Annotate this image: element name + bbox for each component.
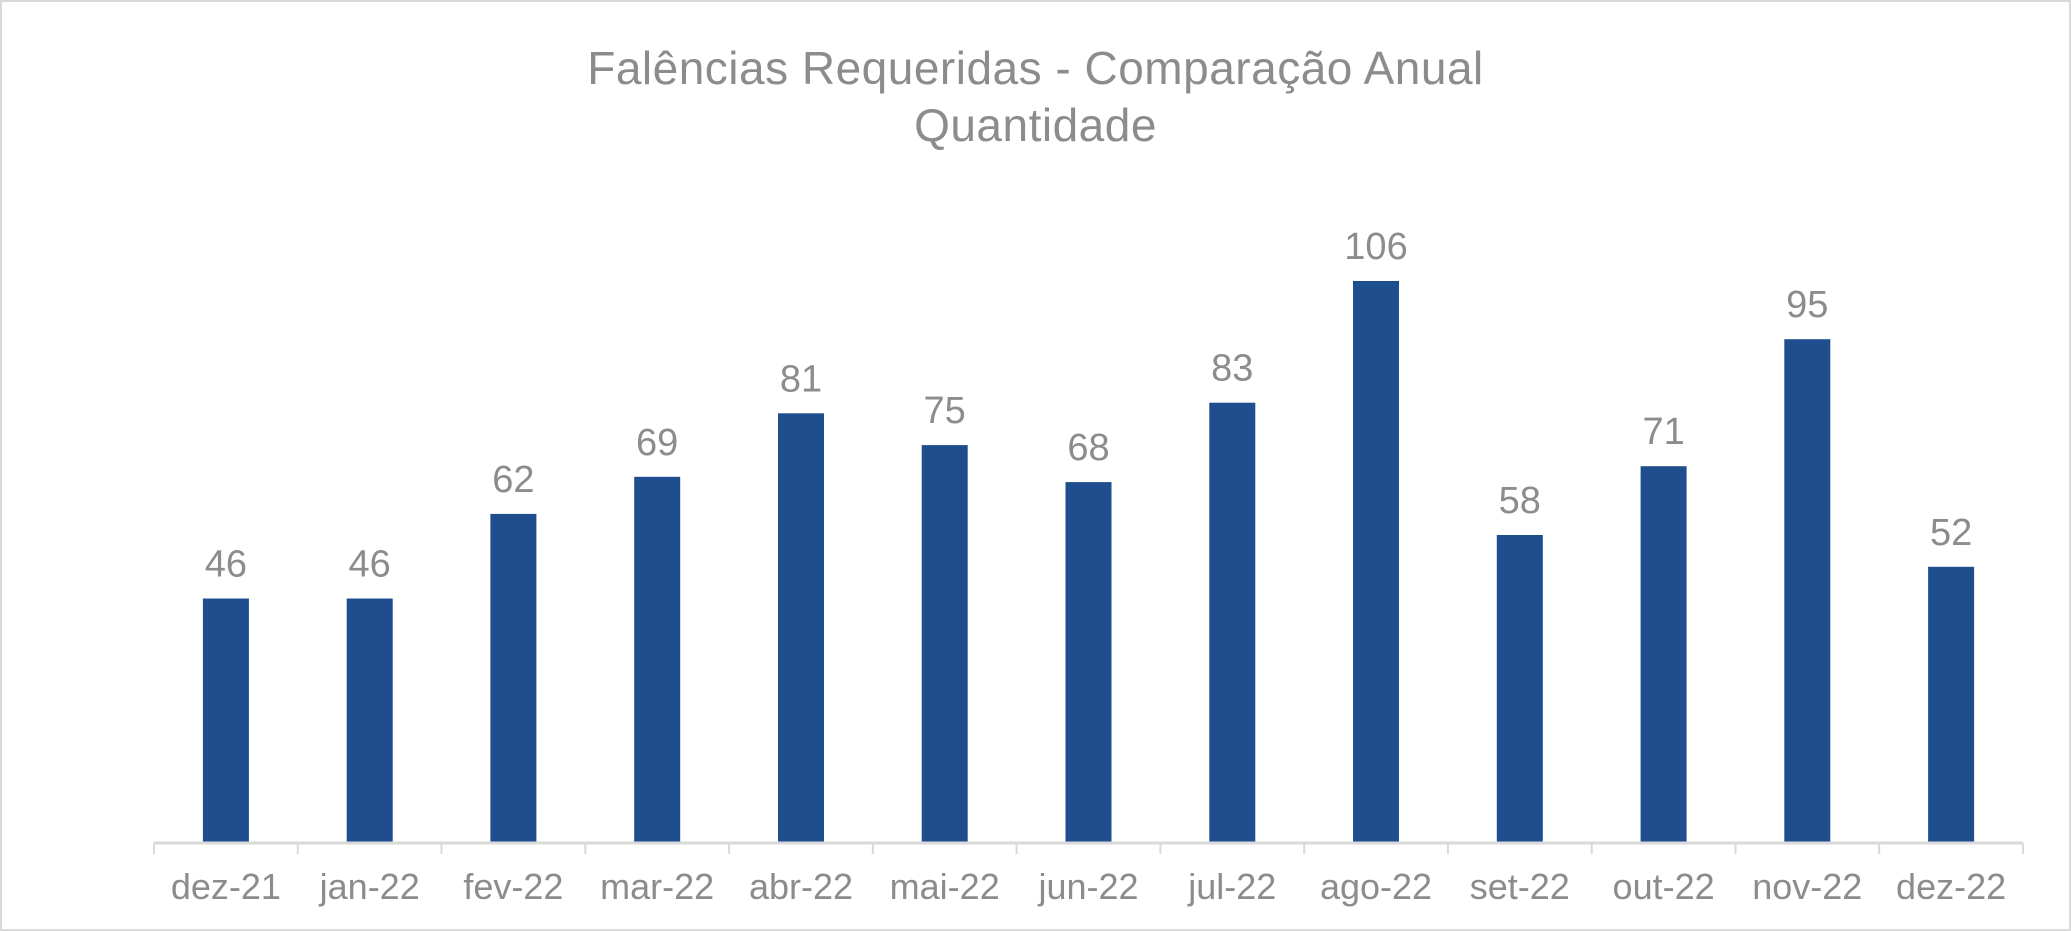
x-tick-label-jan-22: jan-22 xyxy=(319,866,420,907)
data-label-out-22: 71 xyxy=(1642,411,1684,453)
data-label-fev-22: 62 xyxy=(492,459,534,501)
data-label-jul-22: 83 xyxy=(1211,348,1253,390)
bar-mai-22 xyxy=(921,445,968,842)
data-label-dez-22: 52 xyxy=(1930,512,1972,554)
x-tick-label-mar-22: mar-22 xyxy=(600,866,714,907)
data-label-abr-22: 81 xyxy=(780,358,822,400)
data-label-dez-21: 46 xyxy=(205,544,247,586)
x-tick-label-out-22: out-22 xyxy=(1613,866,1715,907)
bar-jul-22 xyxy=(1209,402,1256,842)
chart-subtitle: Quantidade xyxy=(914,99,1157,151)
x-tick-label-mai-22: mai-22 xyxy=(890,866,1000,907)
data-label-jun-22: 68 xyxy=(1067,427,1109,469)
x-tick-label-jul-22: jul-22 xyxy=(1187,866,1276,907)
x-tick-label-nov-22: nov-22 xyxy=(1752,866,1862,907)
bar-set-22 xyxy=(1496,535,1543,842)
bar-dez-22 xyxy=(1928,566,1975,842)
x-tick-label-ago-22: ago-22 xyxy=(1320,866,1432,907)
bar-jun-22 xyxy=(1065,482,1112,842)
x-tick-label-set-22: set-22 xyxy=(1470,866,1570,907)
chart-title: Falências Requeridas - Comparação Anual xyxy=(587,42,1484,94)
bar-ago-22 xyxy=(1353,281,1399,842)
x-tick-label-jun-22: jun-22 xyxy=(1037,866,1138,907)
bar-abr-22 xyxy=(778,413,824,842)
data-label-jan-22: 46 xyxy=(349,544,391,586)
x-tick-label-fev-22: fev-22 xyxy=(463,866,563,907)
bar-jan-22 xyxy=(346,598,393,842)
bar-fev-22 xyxy=(490,513,537,842)
x-tick-label-dez-21: dez-21 xyxy=(171,866,281,907)
bar-dez-21 xyxy=(202,598,249,842)
x-tick-label-dez-22: dez-22 xyxy=(1896,866,2006,907)
bar-out-22 xyxy=(1640,466,1687,842)
data-label-mai-22: 75 xyxy=(924,390,966,432)
data-label-ago-22: 106 xyxy=(1344,226,1407,268)
data-label-nov-22: 95 xyxy=(1786,284,1828,326)
x-tick-label-abr-22: abr-22 xyxy=(749,866,853,907)
data-label-set-22: 58 xyxy=(1499,480,1541,522)
data-label-mar-22: 69 xyxy=(636,422,678,464)
bar-nov-22 xyxy=(1784,339,1831,842)
bar-mar-22 xyxy=(634,476,681,842)
